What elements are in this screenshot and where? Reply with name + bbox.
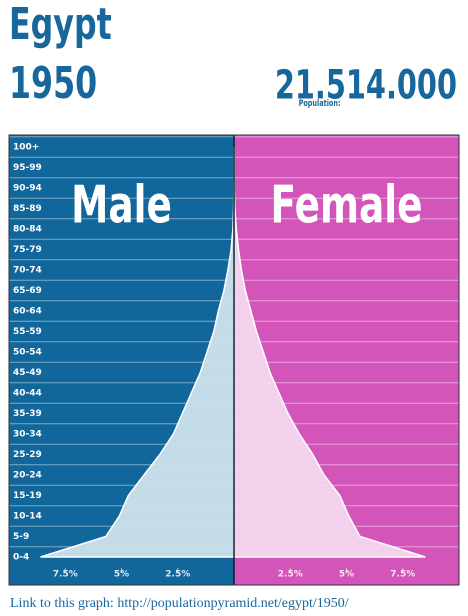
age-label: 10-14 xyxy=(13,512,42,522)
age-label: 45-49 xyxy=(13,368,42,378)
legend-group: Male xyxy=(71,174,172,235)
age-label: 35-39 xyxy=(13,409,42,419)
x-tick-label: 5% xyxy=(339,570,354,580)
age-label: 95-99 xyxy=(13,163,42,173)
age-label: 25-29 xyxy=(13,450,42,460)
x-tick-label: 7.5% xyxy=(53,570,78,580)
population-value: 21.514.000 xyxy=(275,63,457,109)
age-label: 90-94 xyxy=(13,184,42,194)
x-tick-label: 5% xyxy=(114,570,129,580)
age-label: 85-89 xyxy=(13,204,42,214)
age-label: 100+ xyxy=(13,143,39,153)
x-tick-label: 2.5% xyxy=(278,570,303,580)
age-label: 0-4 xyxy=(13,553,29,563)
age-label: 75-79 xyxy=(13,245,42,255)
plot-border xyxy=(8,134,460,586)
x-tick-label: 2.5% xyxy=(165,570,190,580)
age-label: 20-24 xyxy=(13,471,42,481)
age-label: 5-9 xyxy=(13,532,29,542)
x-tick-label: 7.5% xyxy=(390,570,415,580)
legend-label: Female xyxy=(271,174,423,235)
chart-subtitle: 1950 xyxy=(9,58,97,110)
age-label: 40-44 xyxy=(13,389,42,399)
legend-label: Male xyxy=(71,174,172,235)
population-label: Population: xyxy=(299,98,341,108)
age-label: 80-84 xyxy=(13,225,42,235)
legend-group: Female xyxy=(271,174,423,235)
footer-link[interactable]: Link to this graph: http://populationpyr… xyxy=(10,596,349,611)
age-label: 60-64 xyxy=(13,307,42,317)
age-label: 15-19 xyxy=(13,491,42,501)
chart-title: Egypt xyxy=(9,0,112,51)
age-label: 55-59 xyxy=(13,327,42,337)
age-label: 65-69 xyxy=(13,286,42,296)
age-label: 70-74 xyxy=(13,266,42,276)
age-label: 30-34 xyxy=(13,430,42,440)
age-label: 50-54 xyxy=(13,348,42,358)
